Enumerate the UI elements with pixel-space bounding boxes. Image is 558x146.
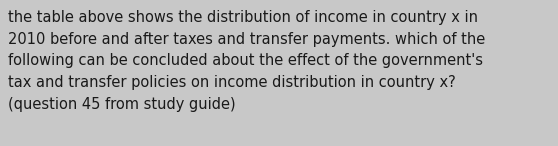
Text: the table above shows the distribution of income in country x in
2010 before and: the table above shows the distribution o… [8, 10, 485, 112]
